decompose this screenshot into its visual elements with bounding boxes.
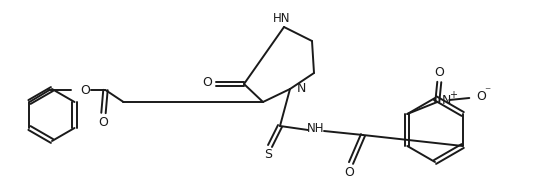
Text: O: O	[99, 115, 109, 129]
Text: N: N	[442, 94, 450, 108]
Text: O: O	[476, 91, 486, 104]
Text: O: O	[80, 84, 90, 97]
Text: N: N	[297, 83, 306, 95]
Text: +: +	[449, 90, 457, 100]
Text: ⁻: ⁻	[484, 85, 490, 98]
Text: O: O	[344, 166, 354, 178]
Text: S: S	[264, 149, 272, 161]
Text: O: O	[202, 75, 212, 88]
Text: NH: NH	[307, 122, 325, 136]
Text: O: O	[434, 67, 444, 80]
Text: HN: HN	[273, 12, 291, 26]
